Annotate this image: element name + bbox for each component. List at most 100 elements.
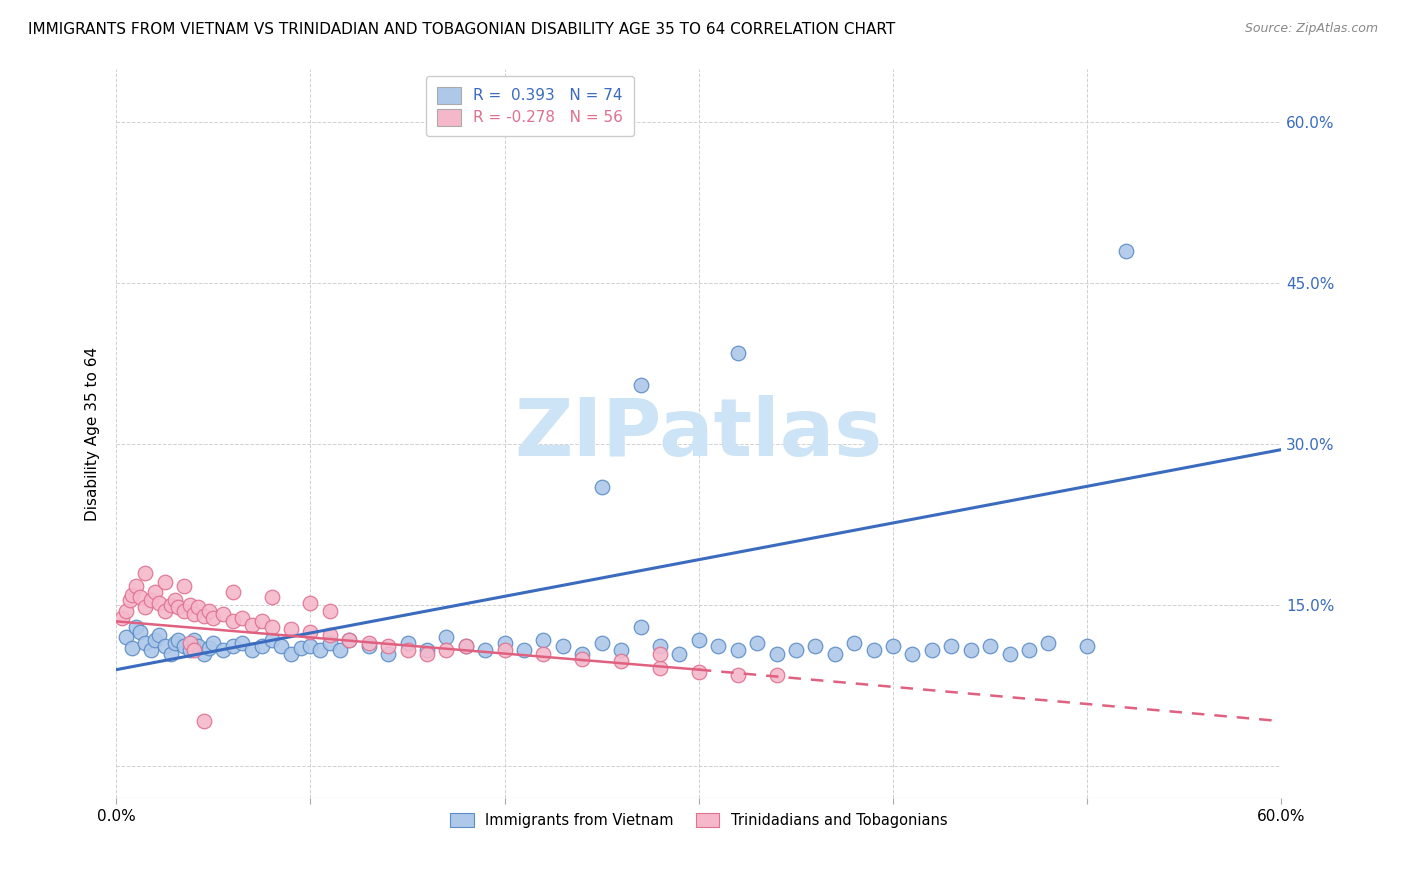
Point <box>319 604 342 618</box>
Point <box>688 632 710 647</box>
Point <box>143 585 166 599</box>
Point <box>434 643 457 657</box>
Point <box>163 636 186 650</box>
Point <box>1115 244 1137 258</box>
Point <box>167 632 190 647</box>
Point <box>513 643 536 657</box>
Point <box>941 639 963 653</box>
Point <box>416 643 439 657</box>
Point <box>610 643 633 657</box>
Point <box>212 607 235 621</box>
Point <box>765 668 787 682</box>
Point <box>571 647 593 661</box>
Point <box>648 660 671 674</box>
Point <box>357 636 380 650</box>
Point <box>474 643 496 657</box>
Point <box>159 599 181 613</box>
Point <box>785 643 807 657</box>
Point <box>240 617 263 632</box>
Point <box>153 639 176 653</box>
Point <box>222 615 245 629</box>
Point <box>416 647 439 661</box>
Point <box>193 647 215 661</box>
Point <box>179 599 201 613</box>
Text: IMMIGRANTS FROM VIETNAM VS TRINIDADIAN AND TOBAGONIAN DISABILITY AGE 35 TO 64 CO: IMMIGRANTS FROM VIETNAM VS TRINIDADIAN A… <box>28 22 896 37</box>
Point <box>163 593 186 607</box>
Point <box>319 628 342 642</box>
Point <box>134 636 156 650</box>
Point <box>260 620 283 634</box>
Point <box>260 590 283 604</box>
Point <box>804 639 827 653</box>
Point <box>118 593 141 607</box>
Text: ZIPatlas: ZIPatlas <box>515 394 883 473</box>
Point <box>337 632 360 647</box>
Point <box>377 647 399 661</box>
Point <box>494 636 516 650</box>
Point <box>648 647 671 661</box>
Point <box>121 641 143 656</box>
Point <box>337 632 360 647</box>
Point <box>571 652 593 666</box>
Point <box>533 647 555 661</box>
Point <box>202 611 225 625</box>
Point <box>745 636 768 650</box>
Point <box>329 643 352 657</box>
Point <box>319 636 342 650</box>
Point <box>727 346 749 360</box>
Point <box>115 631 138 645</box>
Point <box>111 611 134 625</box>
Point <box>979 639 1001 653</box>
Point <box>280 622 302 636</box>
Point <box>153 574 176 589</box>
Point <box>231 611 253 625</box>
Point <box>1018 643 1040 657</box>
Point <box>128 590 150 604</box>
Point <box>844 636 866 650</box>
Point <box>187 600 209 615</box>
Point <box>959 643 981 657</box>
Point <box>309 643 332 657</box>
Y-axis label: Disability Age 35 to 64: Disability Age 35 to 64 <box>86 346 100 521</box>
Point <box>765 647 787 661</box>
Point <box>494 643 516 657</box>
Point <box>688 665 710 679</box>
Point <box>173 639 195 653</box>
Point <box>141 643 163 657</box>
Point <box>862 643 884 657</box>
Point <box>434 631 457 645</box>
Point <box>648 639 671 653</box>
Point <box>125 620 148 634</box>
Point <box>533 632 555 647</box>
Point <box>299 639 322 653</box>
Point <box>357 639 380 653</box>
Point <box>231 636 253 650</box>
Point <box>824 647 846 661</box>
Point <box>125 579 148 593</box>
Point <box>159 647 181 661</box>
Point <box>179 643 201 657</box>
Point <box>299 596 322 610</box>
Point <box>707 639 730 653</box>
Point <box>115 604 138 618</box>
Point <box>396 643 419 657</box>
Point <box>179 636 201 650</box>
Point <box>591 480 613 494</box>
Point <box>396 636 419 650</box>
Point <box>183 607 205 621</box>
Point <box>193 714 215 729</box>
Point <box>921 643 943 657</box>
Point <box>183 632 205 647</box>
Point <box>250 639 273 653</box>
Point <box>668 647 690 661</box>
Point <box>610 654 633 668</box>
Point <box>377 639 399 653</box>
Point <box>148 628 170 642</box>
Point <box>183 643 205 657</box>
Point <box>148 596 170 610</box>
Point <box>250 615 273 629</box>
Point <box>290 641 312 656</box>
Point <box>630 620 652 634</box>
Point <box>727 668 749 682</box>
Point <box>630 378 652 392</box>
